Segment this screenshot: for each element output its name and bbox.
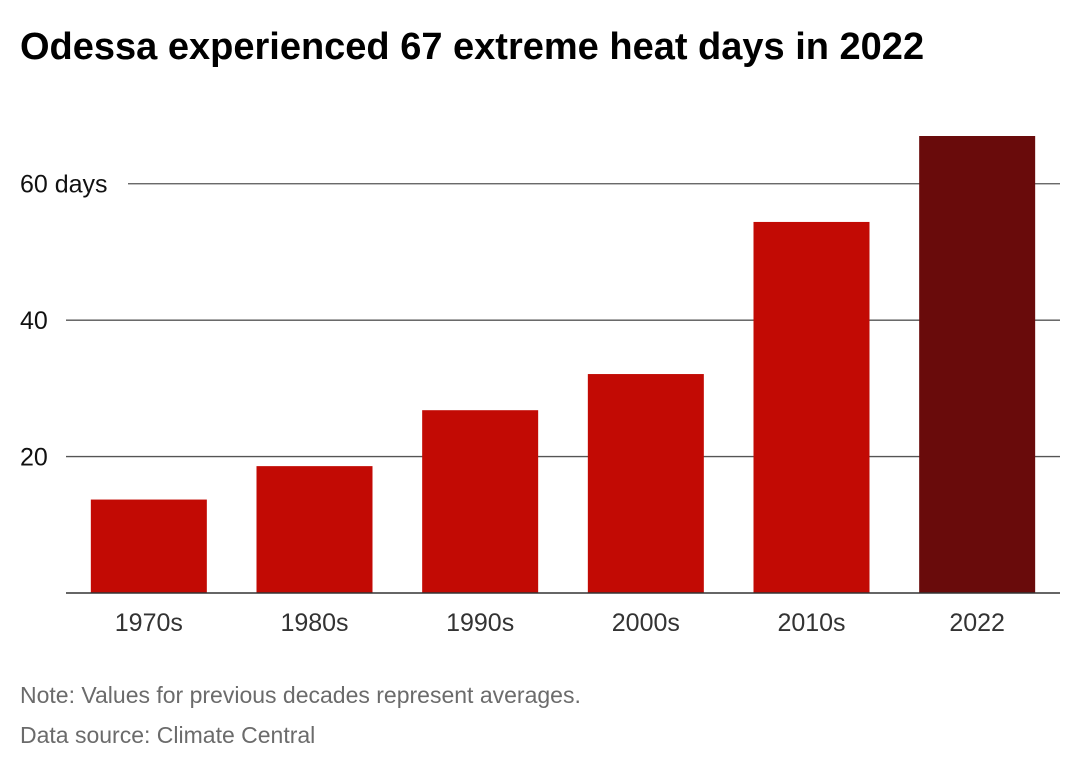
x-tick-label: 2000s bbox=[612, 609, 680, 637]
chart-note: Note: Values for previous decades repres… bbox=[20, 682, 581, 708]
bar-1970s bbox=[90, 499, 207, 593]
y-tick-label: 40 bbox=[20, 307, 48, 335]
gridlines bbox=[66, 183, 1060, 458]
bar-2010s bbox=[753, 221, 870, 593]
bar-1980s bbox=[256, 466, 373, 593]
bar-2000s bbox=[587, 374, 704, 593]
tick-labels: 20 40 60 days 1970s 1980s 1990s 2000s 2010s 2022 bbox=[20, 171, 1005, 637]
x-tick-label: 1990s bbox=[446, 609, 514, 637]
x-tick-label: 1970s bbox=[115, 609, 183, 637]
x-tick-label: 1980s bbox=[280, 609, 348, 637]
chart-title: Odessa experienced 67 extreme heat days … bbox=[20, 26, 925, 68]
x-tick-label: 2022 bbox=[949, 609, 1005, 637]
bar-2022 bbox=[919, 136, 1036, 593]
data-source: Data source: Climate Central bbox=[20, 722, 316, 748]
bars bbox=[90, 136, 1036, 593]
bar-chart: 20 40 60 days 1970s 1980s 1990s 2000s 2010s 2022 bbox=[20, 136, 1060, 637]
x-tick-label: 2010s bbox=[777, 609, 845, 637]
y-tick-label: 60 days bbox=[20, 171, 108, 199]
bar-1990s bbox=[422, 410, 539, 593]
y-tick-label: 20 bbox=[20, 444, 48, 472]
